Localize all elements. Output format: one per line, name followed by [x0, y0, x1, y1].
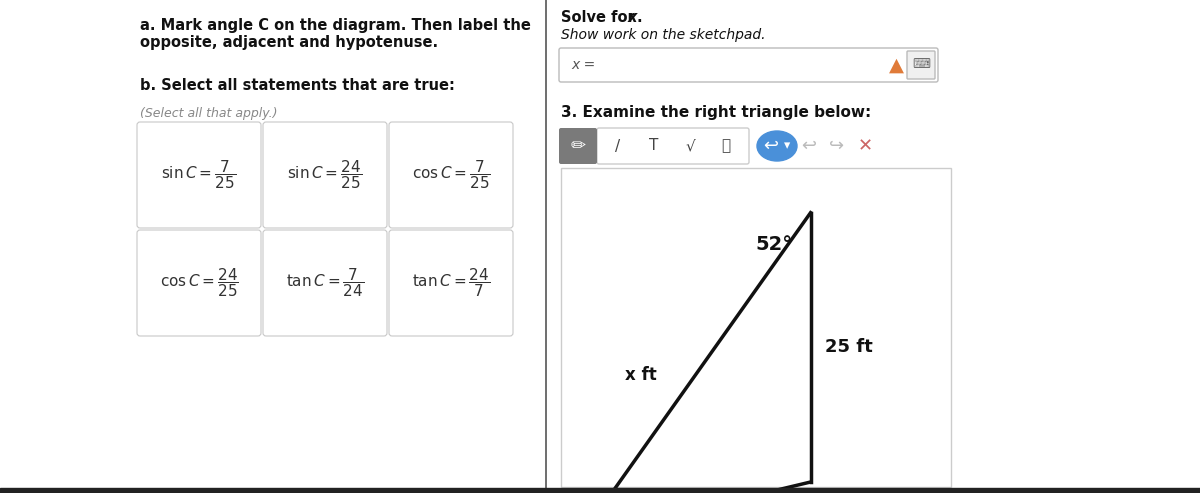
- Text: ▾: ▾: [784, 140, 790, 152]
- Bar: [562, 168, 952, 487]
- FancyBboxPatch shape: [389, 122, 514, 228]
- FancyBboxPatch shape: [389, 230, 514, 336]
- Text: T: T: [649, 139, 659, 153]
- Text: ✏: ✏: [570, 137, 586, 155]
- Text: Solve for: Solve for: [562, 10, 640, 25]
- Text: /: /: [616, 139, 620, 153]
- Text: .: .: [637, 10, 643, 25]
- Bar: [0, 488, 1200, 493]
- Text: b. Select all statements that are true:: b. Select all statements that are true:: [140, 78, 455, 93]
- FancyBboxPatch shape: [559, 128, 598, 164]
- Text: ✕: ✕: [858, 137, 872, 155]
- Text: $\tan C = \dfrac{7}{24}$: $\tan C = \dfrac{7}{24}$: [286, 267, 364, 299]
- Text: ↪: ↪: [829, 137, 845, 155]
- Text: √: √: [685, 139, 695, 153]
- Ellipse shape: [757, 131, 797, 161]
- FancyBboxPatch shape: [137, 122, 262, 228]
- Text: x ft: x ft: [625, 366, 656, 384]
- FancyBboxPatch shape: [263, 230, 386, 336]
- Text: $\tan C = \dfrac{24}{7}$: $\tan C = \dfrac{24}{7}$: [412, 267, 490, 299]
- Text: 3. Examine the right triangle below:: 3. Examine the right triangle below:: [562, 105, 871, 120]
- Text: (Select all that apply.): (Select all that apply.): [140, 107, 277, 120]
- Text: $\sin C = \dfrac{7}{25}$: $\sin C = \dfrac{7}{25}$: [162, 159, 236, 191]
- FancyBboxPatch shape: [137, 230, 262, 336]
- Text: ⌨: ⌨: [912, 59, 930, 71]
- Text: Show work on the sketchpad.: Show work on the sketchpad.: [562, 28, 766, 42]
- FancyBboxPatch shape: [598, 128, 749, 164]
- Text: x: x: [628, 10, 637, 25]
- Text: x =: x =: [571, 58, 595, 72]
- Text: a. Mark angle C on the diagram. Then label the
opposite, adjacent and hypotenuse: a. Mark angle C on the diagram. Then lab…: [140, 18, 530, 50]
- Text: $\sin C = \dfrac{24}{25}$: $\sin C = \dfrac{24}{25}$: [288, 159, 362, 191]
- Text: ↩: ↩: [802, 137, 816, 155]
- Text: $\cos C = \dfrac{7}{25}$: $\cos C = \dfrac{7}{25}$: [412, 159, 491, 191]
- Text: 52°: 52°: [756, 235, 793, 254]
- FancyBboxPatch shape: [263, 122, 386, 228]
- FancyBboxPatch shape: [559, 48, 938, 82]
- Text: 25 ft: 25 ft: [824, 338, 872, 356]
- Text: $\cos C = \dfrac{24}{25}$: $\cos C = \dfrac{24}{25}$: [160, 267, 239, 299]
- Text: ▲: ▲: [888, 56, 904, 74]
- Text: 🖊: 🖊: [721, 139, 731, 153]
- Text: ↩: ↩: [763, 137, 779, 155]
- FancyBboxPatch shape: [907, 51, 935, 79]
